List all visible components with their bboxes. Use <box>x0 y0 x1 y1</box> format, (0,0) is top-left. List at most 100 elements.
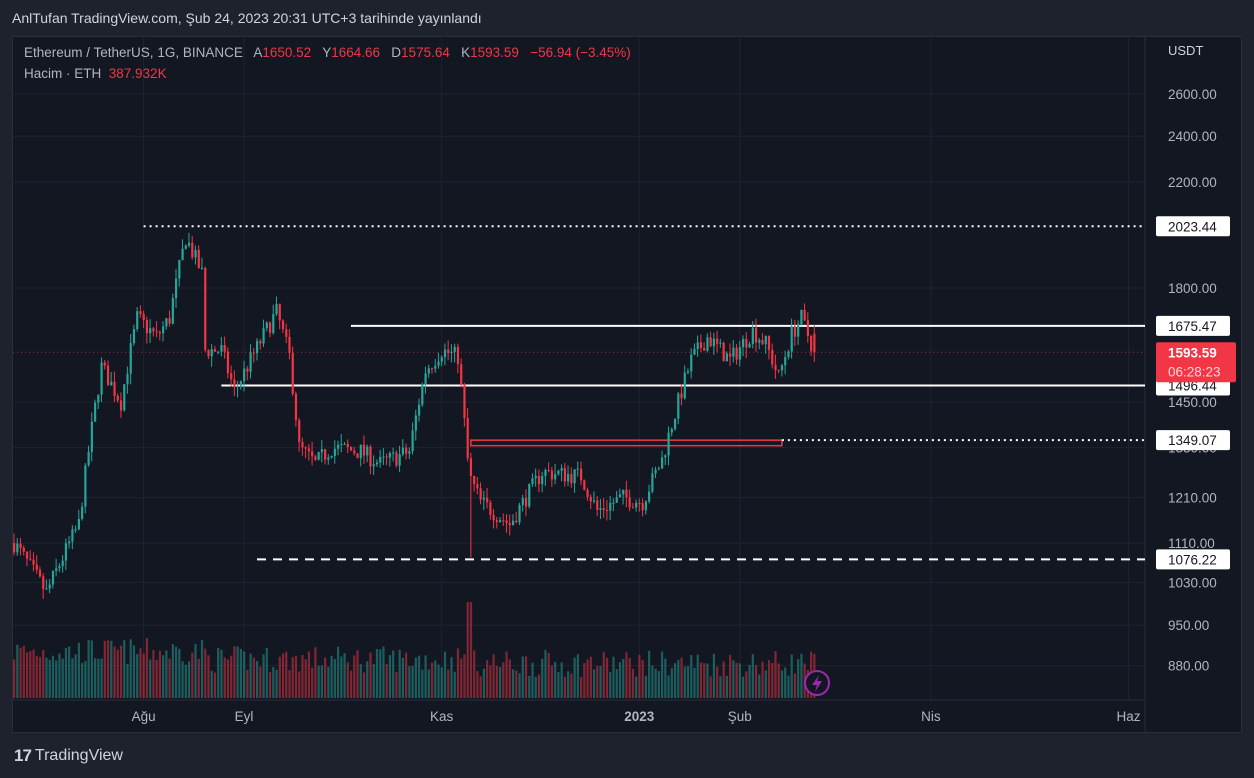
volume-bar <box>233 646 236 698</box>
volume-bar <box>554 662 557 698</box>
volume-legend: Hacim · ETH 387.932K <box>24 66 167 81</box>
candle-body <box>803 309 806 321</box>
candle-body <box>443 349 447 358</box>
tradingview-logo[interactable]: 17 TradingView <box>14 746 123 766</box>
volume-bar <box>178 648 181 698</box>
volume-bar <box>123 640 126 698</box>
volume-bars <box>13 602 816 698</box>
candle-body <box>291 353 294 394</box>
volume-bar <box>628 658 631 698</box>
volume-bar <box>55 660 58 698</box>
ohlc-legend: Ethereum / TetherUS, 1G, BINANCE A1650.5… <box>24 45 631 60</box>
volume-bar <box>162 655 165 698</box>
volume-bar <box>453 671 456 698</box>
low-value: 1575.64 <box>401 45 450 60</box>
candle-body <box>392 452 395 454</box>
candle-body <box>430 368 434 370</box>
volume-bar <box>395 672 398 698</box>
volume-bar <box>87 640 90 698</box>
volume-bar <box>408 666 411 698</box>
volume-bar <box>197 658 200 698</box>
candle-body <box>243 368 246 382</box>
candle-body <box>343 443 346 445</box>
candle-body <box>440 357 443 362</box>
candle-body <box>576 468 579 470</box>
candle-body <box>673 418 677 430</box>
volume-bar <box>751 654 754 698</box>
candle-body <box>217 351 220 353</box>
volume-bar <box>499 667 502 698</box>
volume-bar <box>220 649 223 698</box>
volume-bar <box>706 663 709 698</box>
candle-body <box>774 364 777 371</box>
volume-bar <box>670 668 673 698</box>
volume-bar <box>515 670 518 698</box>
volume-bar <box>311 667 314 698</box>
candle-body <box>518 505 521 523</box>
volume-bar <box>544 650 547 698</box>
volume-bar <box>418 655 421 698</box>
candle-body <box>184 245 187 249</box>
volume-bar <box>359 664 362 698</box>
volume-bar <box>797 659 800 698</box>
lightning-icon-bolt <box>812 675 822 692</box>
candle-body <box>45 588 48 590</box>
volume-bar <box>259 666 262 698</box>
candle-body <box>236 386 239 388</box>
candle-body <box>690 354 693 372</box>
volume-bar <box>249 653 252 698</box>
volume-bar <box>45 657 48 698</box>
volume-bar <box>466 602 469 698</box>
volume-bar <box>612 656 615 698</box>
volume-bar <box>777 663 780 698</box>
currency-unit[interactable]: USDT <box>1168 43 1204 58</box>
volume-bar <box>103 640 106 698</box>
candle-body <box>777 370 780 372</box>
candle-body <box>735 347 738 360</box>
candle-body <box>301 441 304 448</box>
candle-body <box>385 456 388 458</box>
price-tick-label: 2400.00 <box>1168 129 1217 144</box>
candle-body <box>547 469 550 471</box>
candle-body <box>524 498 528 507</box>
price-tick-label: 1210.00 <box>1168 491 1217 506</box>
volume-bar <box>385 664 388 698</box>
candle-body <box>411 430 414 452</box>
volume-bar <box>301 654 304 698</box>
candle-body <box>437 361 440 366</box>
volume-bar <box>165 650 168 698</box>
candle-body <box>359 444 362 459</box>
symbol-title[interactable]: Ethereum / TetherUS, 1G, BINANCE <box>24 45 243 60</box>
volume-bar <box>275 669 278 698</box>
candle-body <box>511 520 515 526</box>
volume-bar <box>793 673 797 698</box>
candle-body <box>580 468 583 481</box>
candle-body <box>304 447 307 449</box>
candle-body <box>210 349 213 357</box>
volume-bar <box>38 656 42 698</box>
volume-bar <box>48 659 51 698</box>
volume-bar <box>576 654 579 698</box>
candle-body <box>252 352 255 354</box>
candle-body <box>534 475 537 479</box>
candle-body <box>22 547 25 552</box>
volume-bar <box>557 672 560 698</box>
candle-body <box>314 456 317 460</box>
volume-label[interactable]: Hacim · ETH <box>24 66 102 81</box>
lightning-icon[interactable] <box>804 670 830 696</box>
volume-bar <box>541 658 544 698</box>
volume-bar <box>703 663 706 698</box>
volume-bar <box>495 665 498 698</box>
volume-bar <box>268 672 272 698</box>
volume-bar <box>589 656 592 698</box>
volume-bar <box>194 644 197 698</box>
volume-bar <box>110 640 113 698</box>
candle-body <box>333 448 336 456</box>
volume-bar <box>314 647 317 698</box>
candle-body <box>473 476 476 485</box>
candle-body <box>544 469 547 476</box>
close-label: K <box>461 45 471 60</box>
candle-body <box>537 475 541 485</box>
volume-bar <box>479 676 482 698</box>
